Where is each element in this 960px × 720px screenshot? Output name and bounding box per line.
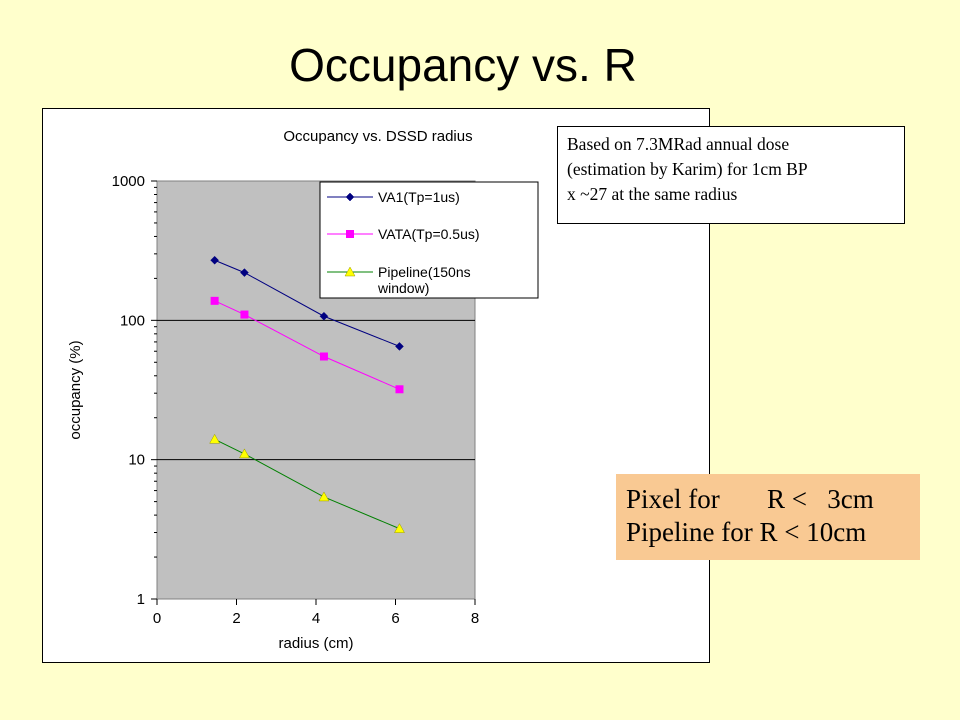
triangle-marker [318, 491, 330, 502]
diamond-marker [319, 311, 329, 321]
callout-line-pipeline: Pipeline for R < 10cm [626, 517, 867, 547]
triangle-marker [209, 433, 221, 444]
series-layer [209, 255, 405, 533]
series-line [214, 438, 400, 530]
diamond-marker [240, 268, 249, 277]
slide-title: Occupancy vs. R [289, 39, 637, 91]
triangle-marker [394, 523, 405, 533]
chart-svg: Occupancy vs. DSSD radius 1 10 100 1000 0 2 4 6… [67, 128, 539, 652]
radius-callout-box: Pixel for R < 3cm Pipeline for R < 10cm [616, 474, 920, 560]
grid-layer [157, 319, 475, 461]
x-tick-label: 2 [232, 610, 240, 627]
chart-title: Occupancy vs. DSSD radius [283, 128, 472, 145]
triangle-marker [239, 448, 250, 459]
diamond-marker [395, 342, 404, 351]
note-line: (estimation by Karim) for 1cm BP [567, 159, 808, 179]
x-tick-label: 4 [312, 610, 320, 627]
x-tick-label: 0 [153, 610, 161, 627]
y-tick-label: 10 [128, 452, 145, 469]
series-line [214, 259, 400, 347]
legend-entry-label: VA1(Tp=1us) [378, 189, 460, 205]
diamond-marker [345, 192, 355, 202]
legend-entry-label: VATA(Tp=0.5us) [378, 226, 480, 242]
diamond-marker [210, 255, 219, 265]
y-tick-label: 1 [137, 591, 145, 608]
legend-entry-label-line: Pipeline(150ns [378, 264, 471, 280]
legend-box [319, 181, 539, 299]
square-marker [346, 230, 354, 238]
x-tick-label: 8 [471, 610, 479, 627]
dose-note-box: Based on 7.3MRad annual dose (estimation… [557, 126, 905, 224]
square-marker [395, 385, 404, 394]
note-line: Based on 7.3MRad annual dose [567, 134, 790, 154]
legend-layer: VA1(Tp=1us) VATA(Tp=0.5us) Pipeline(150ns w… [319, 181, 539, 299]
axis-layer: 1 10 100 1000 0 2 4 6 8 [112, 173, 480, 627]
series-line [214, 300, 400, 390]
y-axis-label: occupancy (%) [67, 340, 84, 439]
legend-entry-label-line: window) [377, 280, 429, 296]
callout-line-pixel: Pixel for R < 3cm [626, 484, 874, 514]
y-tick-label: 100 [120, 312, 145, 329]
square-marker [240, 310, 249, 319]
y-tick-label: 1000 [112, 173, 145, 190]
square-marker [319, 352, 328, 361]
x-tick-label: 6 [391, 610, 399, 627]
x-axis-label: radius (cm) [278, 635, 353, 652]
legend-entry-label: Pipeline(150ns window) [377, 264, 471, 296]
note-line: x ~27 at the same radius [567, 184, 738, 204]
triangle-marker [344, 266, 356, 277]
square-marker [210, 296, 219, 305]
